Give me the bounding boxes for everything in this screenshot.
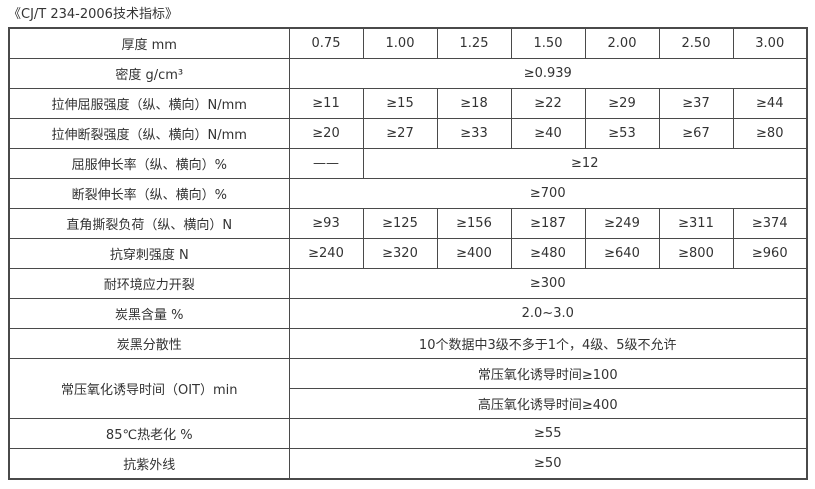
table-row: 抗紫外线 ≥50 [8,448,808,480]
table-row: 断裂伸长率（纵、横向）% ≥700 [8,178,808,209]
value-cell: ≥53 [584,118,660,149]
row-label-carbon-black-dispersion: 炭黑分散性 [8,328,290,359]
value-cell: 2.00 [584,27,660,59]
merged-value-cell: 10个数据中3级不多于1个，4级、5级不允许 [288,328,808,359]
value-cell: ≥29 [584,88,660,119]
value-cell: ≥311 [658,208,734,239]
merged-value-cell: ≥700 [288,178,808,209]
value-cell: ≥249 [584,208,660,239]
row-label-carbon-black-content: 炭黑含量 % [8,298,290,329]
value-cell: ≥27 [362,118,438,149]
value-cell: ≥93 [288,208,364,239]
value-cell: ≥187 [510,208,586,239]
value-cell: ≥960 [732,238,808,269]
table-row: 炭黑分散性 10个数据中3级不多于1个，4级、5级不允许 [8,328,808,359]
value-cell: ≥44 [732,88,808,119]
value-cell: ≥40 [510,118,586,149]
value-cell: ≥15 [362,88,438,119]
merged-value-cell: ≥12 [362,148,808,179]
value-cell: ≥400 [436,238,512,269]
row-label-uv-resistance: 抗紫外线 [8,448,290,480]
value-cell: 3.00 [732,27,808,59]
row-label-thickness: 厚度 mm [8,27,290,59]
value-cell: 1.25 [436,27,512,59]
value-cell: ≥640 [584,238,660,269]
row-label-oit: 常压氧化诱导时间（OIT）min [8,358,290,419]
merged-value-cell: ≥0.939 [288,58,808,89]
value-cell: ≥480 [510,238,586,269]
row-label-puncture-resistance: 抗穿刺强度 N [8,238,290,269]
value-cell: ≥156 [436,208,512,239]
value-cell: ≥37 [658,88,734,119]
page-title: 《CJ/T 234-2006技术指标》 [8,7,178,22]
value-cell: ≥33 [436,118,512,149]
table-row: 耐环境应力开裂 ≥300 [8,268,808,299]
row-label-tensile-break-strength: 拉伸断裂强度（纵、横向）N/mm [8,118,290,149]
value-cell: 1.50 [510,27,586,59]
merged-value-cell: 2.0~3.0 [288,298,808,329]
spec-table: 厚度 mm 0.75 1.00 1.25 1.50 2.00 2.50 3.00… [8,27,808,480]
merged-value-cell: 常压氧化诱导时间≥100 [288,358,808,389]
table-row: 抗穿刺强度 N ≥240 ≥320 ≥400 ≥480 ≥640 ≥800 ≥9… [8,238,808,269]
table-row: 密度 g/cm³ ≥0.939 [8,58,808,89]
value-cell: 2.50 [658,27,734,59]
row-label-heat-aging: 85℃热老化 % [8,418,290,449]
value-cell: 0.75 [288,27,364,59]
row-label-environmental-stress-crack: 耐环境应力开裂 [8,268,290,299]
table-row: 85℃热老化 % ≥55 [8,418,808,449]
table-row: 拉伸屈服强度（纵、横向）N/mm ≥11 ≥15 ≥18 ≥22 ≥29 ≥37… [8,88,808,119]
table-row: 厚度 mm 0.75 1.00 1.25 1.50 2.00 2.50 3.00 [8,27,808,59]
table-row: 屈服伸长率（纵、横向）% —— ≥12 [8,148,808,179]
value-cell: ≥20 [288,118,364,149]
row-label-yield-elongation: 屈服伸长率（纵、横向）% [8,148,290,179]
table-row: 拉伸断裂强度（纵、横向）N/mm ≥20 ≥27 ≥33 ≥40 ≥53 ≥67… [8,118,808,149]
table-row: 炭黑含量 % 2.0~3.0 [8,298,808,329]
row-label-density: 密度 g/cm³ [8,58,290,89]
merged-value-cell: ≥50 [288,448,808,480]
row-label-right-angle-tear-load: 直角撕裂负荷（纵、横向）N [8,208,290,239]
dash-cell: —— [288,148,364,179]
merged-value-cell: ≥300 [288,268,808,299]
value-cell: ≥125 [362,208,438,239]
table-row: 高压氧化诱导时间≥400 [9,388,808,419]
value-cell: ≥374 [732,208,808,239]
merged-value-cell: 高压氧化诱导时间≥400 [288,388,808,419]
value-cell: ≥800 [658,238,734,269]
row-label-break-elongation: 断裂伸长率（纵、横向）% [8,178,290,209]
value-cell: ≥11 [288,88,364,119]
table-row: 直角撕裂负荷（纵、横向）N ≥93 ≥125 ≥156 ≥187 ≥249 ≥3… [8,208,808,239]
merged-value-cell: ≥55 [288,418,808,449]
value-cell: ≥320 [362,238,438,269]
value-cell: 1.00 [362,27,438,59]
row-label-tensile-yield-strength: 拉伸屈服强度（纵、横向）N/mm [8,88,290,119]
value-cell: ≥22 [510,88,586,119]
value-cell: ≥18 [436,88,512,119]
value-cell: ≥67 [658,118,734,149]
value-cell: ≥80 [732,118,808,149]
table-row: 常压氧化诱导时间（OIT）min 常压氧化诱导时间≥100 [8,358,808,419]
value-cell: ≥240 [288,238,364,269]
